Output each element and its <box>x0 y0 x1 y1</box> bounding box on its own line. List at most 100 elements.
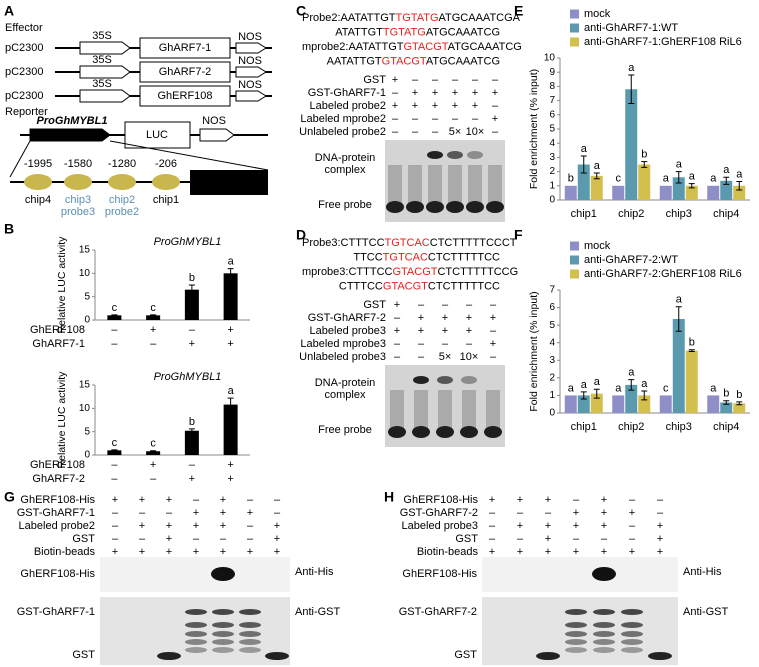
blot-band <box>239 639 261 645</box>
free-probe-band <box>412 426 430 438</box>
row-label: GST-GhARF7-2 <box>400 507 478 519</box>
gel-smear <box>462 390 476 428</box>
legend-label: mock <box>584 240 611 252</box>
y-tick-label: 15 <box>79 245 91 256</box>
blot-label: GhERF108-His <box>402 568 477 580</box>
lane-mark: + <box>392 100 398 112</box>
sequence-part: GTACGT <box>392 266 437 278</box>
significance-letter: c <box>616 173 622 185</box>
row-mark: + <box>189 338 195 350</box>
antibody-label: Anti-His <box>295 566 334 578</box>
lane-mark: + <box>517 520 523 532</box>
row-mark: + <box>227 459 233 471</box>
site-position: -206 <box>155 158 177 170</box>
y-tick-label: 5 <box>84 426 90 437</box>
legend-label: anti-GhARF7-1:WT <box>584 22 678 34</box>
blot-band <box>621 647 643 653</box>
lane-mark: 5× <box>439 351 452 363</box>
error-bar <box>723 400 730 405</box>
promoter-label: 35S <box>92 54 112 66</box>
terminator <box>235 66 267 78</box>
gene-label: LUC <box>146 129 168 141</box>
row-label: Labeled probe3 <box>402 520 478 532</box>
lane-mark: + <box>193 546 199 558</box>
blot-band <box>185 622 207 628</box>
lane-mark: – <box>193 533 200 545</box>
significance-letter: b <box>568 173 574 185</box>
sequence-part: CTTTCC <box>339 280 383 292</box>
y-tick-label: 5 <box>549 124 555 135</box>
error-bar <box>188 428 195 434</box>
sequence-part: CTCTTTTTCC <box>428 251 500 263</box>
panel-label: A <box>4 3 14 19</box>
significance-letter: b <box>723 388 729 400</box>
y-tick-label: 0 <box>549 408 555 419</box>
free-probe-band <box>466 201 484 213</box>
blot-band <box>212 609 234 615</box>
sequence-part: mprobe3:CTTTCC <box>302 266 393 278</box>
error-bar <box>641 390 648 401</box>
lane-mark: + <box>601 507 607 519</box>
y-tick-label: 10 <box>79 268 91 279</box>
free-probe-band <box>388 426 406 438</box>
blot-band <box>593 622 615 628</box>
significance-letter: a <box>689 171 696 183</box>
blot-band <box>239 622 261 628</box>
lane-mark: + <box>601 494 607 506</box>
sequence-part: Probe3:CTTTCC <box>302 237 385 249</box>
lane-mark: – <box>112 520 119 532</box>
sequence: ATATTGTTGTATGATGCAAATCG <box>335 26 500 38</box>
lane-mark: – <box>466 338 473 350</box>
gel-smear <box>438 390 452 428</box>
lane-mark: – <box>601 533 608 545</box>
y-tick-label: 5 <box>549 320 555 331</box>
significance-letter: a <box>594 160 601 172</box>
sequence: Probe2:AATATTGTTGTATGATGCAAATCGA <box>302 12 521 24</box>
blot-band <box>565 622 587 628</box>
gel-smear <box>428 165 442 203</box>
vector-label: pC2300 <box>5 42 44 54</box>
y-tick-label: 6 <box>549 302 555 313</box>
complex-band <box>467 151 483 159</box>
site-label: chip4 <box>25 194 51 206</box>
y-tick-label: 7 <box>549 95 555 106</box>
lane-mark: – <box>392 126 399 138</box>
bar <box>564 185 577 200</box>
section-label: Reporter <box>5 106 48 118</box>
lane-mark: + <box>466 325 472 337</box>
blot-label: GST-GhARF7-2 <box>399 606 477 618</box>
significance-letter: b <box>689 337 695 349</box>
error-bar <box>150 314 157 317</box>
sequence-part: GTACGT <box>383 280 428 292</box>
promoter <box>79 41 131 55</box>
error-bar <box>641 161 648 168</box>
lane-mark: – <box>442 338 449 350</box>
site-position: -1580 <box>64 158 92 170</box>
error-bar <box>111 449 118 452</box>
gel-smear <box>468 165 482 203</box>
x-tick-label: chip4 <box>713 421 739 433</box>
site-label: probe3 <box>61 206 95 218</box>
lane-mark: – <box>629 533 636 545</box>
row-label: GST-GhARF7-1 <box>17 507 95 519</box>
lane-mark: – <box>392 87 399 99</box>
y-tick-label: 9 <box>549 67 555 78</box>
x-tick-label: chip2 <box>618 208 644 220</box>
row-label: Biotin-beads <box>417 546 479 558</box>
panel-label: F <box>514 227 523 243</box>
sequence-part: AATATTGT <box>327 55 382 67</box>
free-probe-band <box>436 426 454 438</box>
lane-mark: – <box>247 520 254 532</box>
lane-mark: – <box>274 494 281 506</box>
blot-band <box>212 631 234 637</box>
lane-mark: + <box>452 87 458 99</box>
coding-region <box>190 170 268 195</box>
sequence-part: CTCTTTTTCCCT <box>430 237 517 249</box>
lane-mark: + <box>472 100 478 112</box>
legend-swatch <box>570 37 579 47</box>
error-bar <box>628 74 635 104</box>
y-tick-label: 6 <box>549 109 555 120</box>
gene-box <box>124 121 191 149</box>
row-label: GST-GhARF7-1 <box>308 87 386 99</box>
promoter-label: ProGhMYBL1 <box>37 115 108 127</box>
